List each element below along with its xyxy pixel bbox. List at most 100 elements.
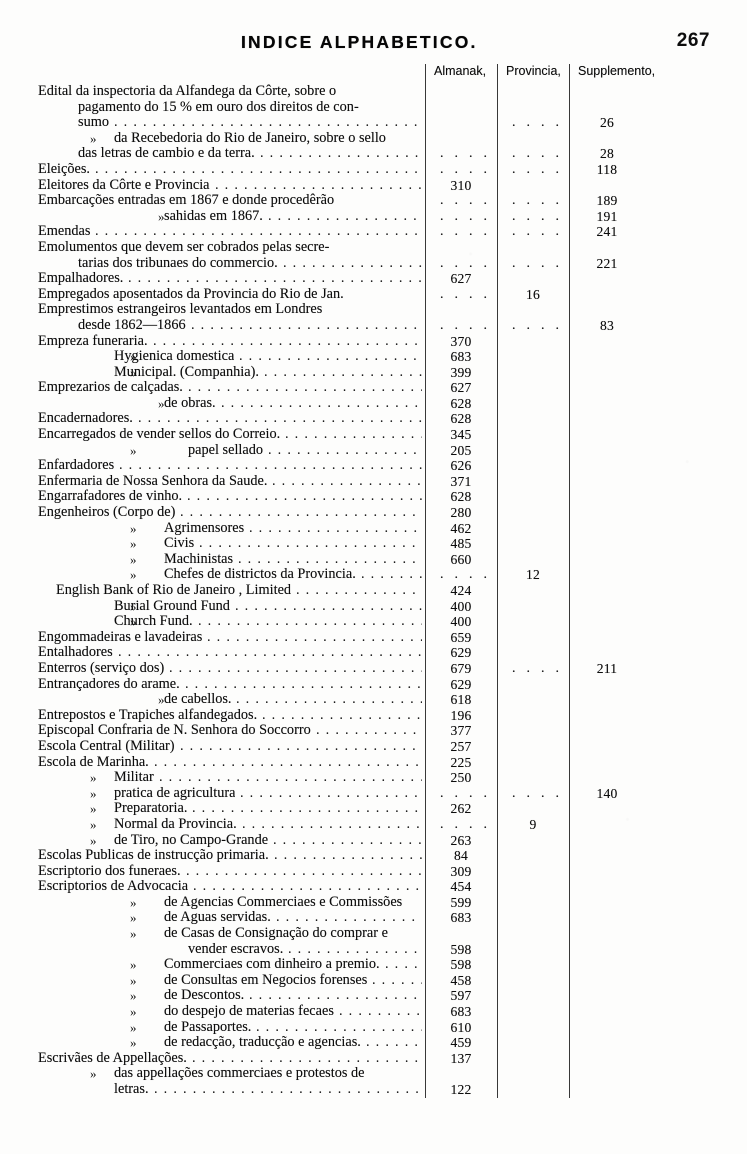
- entry-label: de Consultas em Negocios forenses: [164, 972, 368, 988]
- table-row: Escriptorio dos funeraes................…: [38, 864, 710, 880]
- leader-dots: .........: [366, 1035, 422, 1051]
- cell-almanak: 257: [450, 738, 472, 754]
- cell-almanak: 250: [450, 770, 472, 786]
- table-row: » pratica de agricultura.................…: [38, 786, 710, 802]
- ditto-mark: »: [130, 551, 137, 567]
- leader-dots: ..................................: [138, 411, 422, 427]
- entry-label: Civis: [164, 536, 195, 552]
- table-row: » Agrimensores...................... 462: [38, 521, 710, 537]
- cell-almanak: 122: [450, 1082, 472, 1097]
- leader-dots: .............................: [180, 505, 422, 521]
- leader-dots: ..............: [316, 723, 422, 739]
- leader-dots: .......................: [236, 692, 422, 708]
- leader-dots: ............................: [192, 1050, 422, 1066]
- cell-almanak: 400: [450, 598, 472, 614]
- entry-label: Enfermaria de Nossa Senhora da Saude.: [38, 473, 268, 489]
- table-row: Encarregados de vender sellos do Correio…: [38, 427, 710, 443]
- entry-label: Hygienica domestica: [114, 349, 235, 365]
- ditto-mark: »: [130, 957, 137, 973]
- leader-dots: .......................: [235, 598, 422, 614]
- leader-dots: .....................: [256, 1019, 422, 1035]
- cell-supplemento: 28: [600, 146, 614, 162]
- entry-label: Church Fund.: [114, 614, 193, 630]
- table-row: Engenheiros (Corpo de)..................…: [38, 505, 710, 521]
- table-row: Escrivães de Appellações................…: [38, 1051, 710, 1067]
- table-row: » de Agencias Commerciaes e Commissões 599: [38, 895, 710, 911]
- ditto-mark: »: [130, 1004, 137, 1020]
- leader-dots: .......................: [238, 551, 422, 567]
- entry-label: Militar: [114, 770, 154, 786]
- cell-almanak: 628: [450, 489, 472, 505]
- leader-dots: ....................: [262, 707, 422, 723]
- table-row: Emolumentos que devem ser cobrados pelas…: [38, 240, 710, 256]
- entry-label: Escriptorios de Advocacia: [38, 879, 189, 895]
- cell-supplemento: 83: [600, 317, 614, 333]
- leader-dots: ................................: [154, 1082, 422, 1097]
- leader-dots: .................: [288, 941, 422, 957]
- ditto-mark: »: [130, 926, 137, 942]
- entry-label: de Passaportes.: [164, 1019, 252, 1035]
- leader-dots: ............................: [193, 879, 422, 895]
- leader-dots: ............................: [191, 317, 422, 333]
- ditto-mark: »: [130, 1035, 137, 1051]
- entry-label: Empregados aposentados da Provincia do R…: [38, 286, 344, 302]
- column-header-supplemento: Supplemento,: [578, 64, 656, 78]
- leader-dots: ................................: [159, 770, 422, 786]
- leader-dots: .......: [385, 957, 422, 973]
- table-row: » de redacção, traducção e agencias......…: [38, 1035, 710, 1051]
- leader-dots: ................: [296, 583, 422, 598]
- cell-almanak: 424: [450, 583, 472, 598]
- column-divider-1: [425, 64, 426, 1098]
- cell-almanak: 370: [450, 333, 472, 349]
- cell-supplemento: 140: [596, 785, 618, 801]
- table-row: » de Passaportes...................... 610: [38, 1020, 710, 1036]
- cell-almanak: 629: [450, 645, 472, 661]
- leader-dots: ...................: [274, 848, 422, 864]
- ditto-mark: »: [130, 520, 137, 536]
- table-row: Embarcações entradas em 1867 e donde pro…: [38, 193, 710, 209]
- entry-label: Episcopal Confraria de N. Senhora do Soc…: [38, 723, 311, 739]
- cell-almanak: 679: [450, 660, 472, 676]
- ditto-mark: »: [130, 598, 137, 614]
- cell-almanak: 377: [450, 723, 472, 739]
- leader-dots: ....................: [268, 442, 422, 458]
- table-row: Empreza funeraria.......................…: [38, 334, 710, 350]
- leader-dots: ................................: [153, 333, 422, 349]
- cell-provincia: 9: [529, 816, 537, 832]
- table-row: » Militar................................…: [38, 770, 710, 786]
- leader-dots: ....................: [260, 146, 422, 162]
- cell-almanak: 462: [450, 520, 472, 536]
- cell-almanak: 683: [450, 349, 472, 365]
- ditto-mark: »: [130, 988, 137, 1004]
- entry-label: Municipal. (Companhia).: [114, 364, 259, 380]
- table-row: » Preparatoria...........................…: [38, 801, 710, 817]
- cell-almanak: 137: [450, 1050, 472, 1066]
- cell-almanak: 205: [450, 442, 472, 458]
- leader-dots: .....................................: [114, 115, 422, 131]
- table-row: » de Consultas em Negocios forenses......…: [38, 973, 710, 989]
- entry-label: desde 1862—1866: [78, 317, 186, 333]
- entry-label: Eleições.: [38, 161, 91, 177]
- cell-provincia-dots: ....: [512, 317, 570, 333]
- cell-almanak: 683: [450, 910, 472, 926]
- entry-label: Empreza funeraria.: [38, 333, 148, 349]
- table-row: Empalhadores............................…: [38, 271, 710, 287]
- leader-dots: ..................: [283, 255, 422, 271]
- entry-label: de Aguas servidas.: [164, 910, 271, 926]
- cell-almanak: 628: [450, 411, 472, 427]
- leader-dots: ........: [372, 972, 422, 988]
- table-row: » de Aguas servidas.................... 68…: [38, 910, 710, 926]
- ditto-mark: »: [130, 567, 137, 583]
- table-row: English Bank of Rio de Janeiro , Limited…: [38, 583, 710, 599]
- leader-dots: .......................................: [95, 224, 422, 240]
- cell-almanak: 610: [450, 1019, 472, 1035]
- cell-almanak: 400: [450, 614, 472, 630]
- leader-dots: .........................: [215, 177, 422, 193]
- table-row: » Machinistas....................... 660: [38, 552, 710, 568]
- cell-almanak-dots: ....: [440, 146, 498, 162]
- table-row: » Municipal. (Companhia).................…: [38, 365, 710, 381]
- entry-label: English Bank of Rio de Janeiro , Limited: [56, 583, 292, 598]
- leader-dots: .........................: [221, 395, 422, 411]
- table-row: tarias dos tribunaes do commercio.......…: [38, 256, 710, 272]
- cell-provincia-dots: ....: [512, 785, 570, 801]
